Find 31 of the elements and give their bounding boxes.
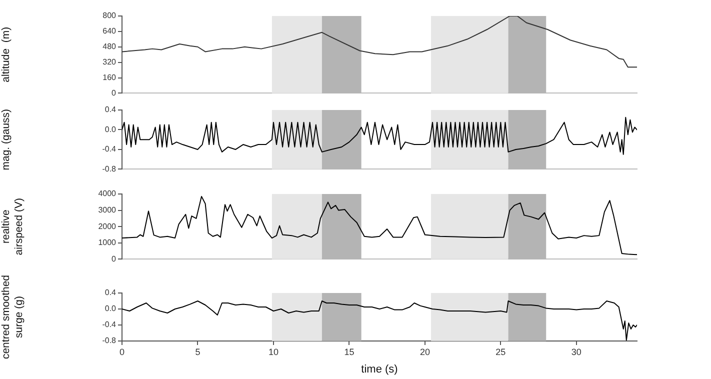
y-axis-title: centred smoothed surge (g) [0, 274, 25, 360]
y-tick-label: 640 [102, 26, 117, 36]
y-tick-label: 0.4 [104, 288, 117, 298]
y-axis-title: realtive airspeed (V) [0, 198, 25, 256]
y-tick-label: 800 [102, 11, 117, 20]
y-tick-label: 0 [112, 88, 117, 98]
x-tick-label: 0 [119, 346, 125, 357]
y-tick-label: 2000 [98, 222, 117, 231]
x-tick-label: 25 [496, 346, 506, 357]
y-tick-label: 3000 [98, 206, 117, 215]
y-tick-label: 480 [102, 42, 117, 52]
y-tick-label: -0.4 [102, 320, 117, 330]
y-tick-label: 160 [102, 72, 117, 82]
y-tick-label: -0.8 [102, 164, 117, 174]
y-axis-title: mag. (gauss) [0, 108, 12, 170]
y-tick-label: 4000 [98, 189, 117, 198]
x-tick-label: 20 [420, 346, 430, 357]
y-tick-label: 1000 [98, 238, 117, 248]
y-tick-label: -0.4 [102, 144, 117, 154]
y-tick-label: -0.8 [102, 336, 117, 346]
y-axis-title: altitude (m) [0, 26, 12, 82]
x-tick-label: 5 [195, 346, 200, 357]
x-axis-title: time (s) [361, 363, 398, 376]
x-tick-label: 30 [571, 346, 582, 357]
y-tick-label: 0 [112, 254, 117, 264]
x-tick-label: 15 [344, 346, 354, 357]
x-tick-label: 10 [268, 346, 278, 357]
y-tick-label: 0.0 [104, 124, 117, 134]
y-tick-label: 320 [102, 58, 117, 67]
y-tick-label: 0.0 [104, 304, 117, 314]
y-tick-label: 0.4 [104, 105, 117, 114]
